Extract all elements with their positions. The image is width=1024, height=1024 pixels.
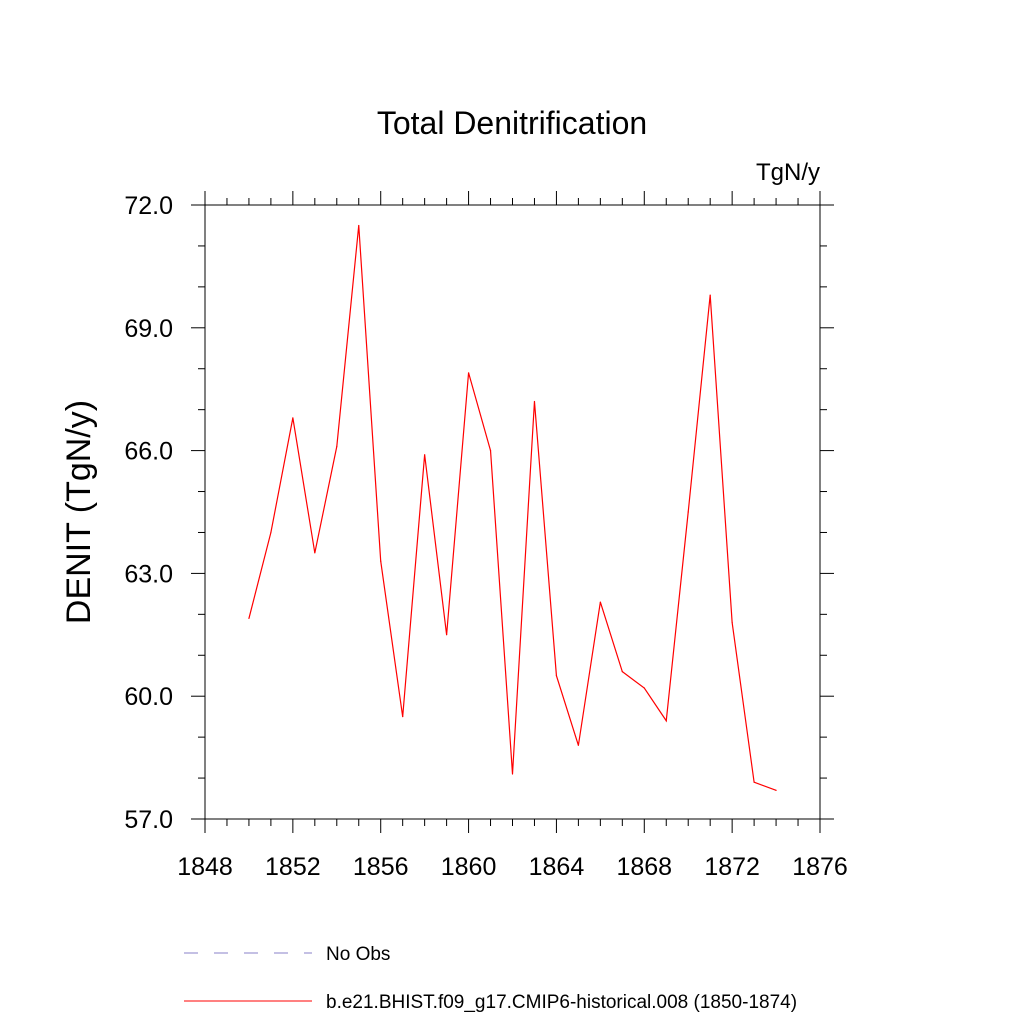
y-axis-label: DENIT (TgN/y) <box>60 400 98 624</box>
data-point <box>248 617 250 620</box>
chart-title: Total Denitrification <box>377 105 647 141</box>
data-point <box>511 773 514 775</box>
data-point <box>643 687 645 689</box>
data-point <box>577 744 579 746</box>
data-point <box>270 531 272 534</box>
data-point <box>687 511 689 513</box>
data-point <box>489 450 492 452</box>
data-series <box>248 224 777 791</box>
x-tick-label: 1860 <box>441 853 497 881</box>
data-point <box>599 601 601 603</box>
data-point <box>731 621 733 624</box>
data-point <box>446 634 448 636</box>
legend-label: b.e21.BHIST.f09_g17.CMIP6-historical.008… <box>326 992 797 1013</box>
x-tick-label: 1848 <box>177 853 233 881</box>
plot-frame <box>204 204 821 820</box>
y-tick-label: 72.0 <box>124 192 173 220</box>
data-point <box>467 372 470 374</box>
data-point <box>314 552 316 554</box>
data-point <box>292 417 294 419</box>
legend: No Obs b.e21.BHIST.f09_g17.CMIP6-historic… <box>184 944 797 1013</box>
data-point <box>533 400 536 403</box>
x-tick-label: 1852 <box>265 853 321 881</box>
data-point <box>709 294 711 296</box>
x-tick-label: 1872 <box>704 853 760 881</box>
y-tick-label: 63.0 <box>124 560 173 588</box>
x-tick-label: 1864 <box>529 853 585 881</box>
data-point <box>380 560 382 562</box>
units-label: TgN/y <box>756 159 820 186</box>
y-tick-label: 60.0 <box>124 683 173 711</box>
y-tick-label: 66.0 <box>124 438 173 466</box>
data-point <box>555 675 558 677</box>
x-tick-label: 1876 <box>792 853 848 881</box>
x-tick-label: 1868 <box>616 853 672 881</box>
y-tick-label: 69.0 <box>124 315 173 343</box>
data-point <box>621 671 623 673</box>
data-point <box>753 781 755 783</box>
series-line <box>248 225 777 791</box>
data-point <box>336 445 338 448</box>
data-point <box>402 716 404 718</box>
y-tick-label: 57.0 <box>124 806 173 834</box>
x-tick-label: 1856 <box>353 853 409 881</box>
legend-label: No Obs <box>326 944 390 965</box>
data-point <box>775 789 777 791</box>
data-point <box>665 720 667 722</box>
axis-ticks: 1848 1852 1856 1860 1864 1868 1872 1876 57.0 60.0… <box>124 191 848 881</box>
data-point <box>358 224 360 227</box>
data-point <box>424 454 426 456</box>
